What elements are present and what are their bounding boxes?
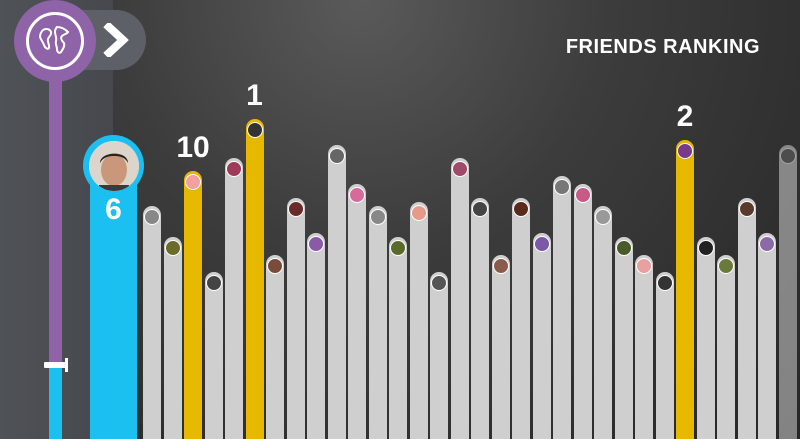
- globe-button[interactable]: [14, 0, 96, 82]
- friend-rank-label: 1: [246, 79, 263, 112]
- friend-bar[interactable]: [512, 198, 530, 439]
- friend-avatar: [533, 236, 550, 252]
- friend-avatar: [205, 275, 222, 291]
- player-avatar[interactable]: [83, 135, 144, 196]
- friend-avatar: [369, 209, 386, 225]
- friend-avatar: [492, 258, 509, 274]
- friend-avatar: [656, 275, 673, 291]
- friend-avatar: [554, 179, 570, 195]
- friend-bar[interactable]: [778, 145, 797, 439]
- friend-avatar: [697, 240, 714, 256]
- friend-bar[interactable]: [266, 255, 284, 439]
- friend-avatar: [472, 201, 488, 217]
- friend-avatar: [677, 143, 693, 159]
- friend-bar[interactable]: [614, 237, 633, 439]
- friend-avatar: [513, 201, 529, 217]
- friend-bar[interactable]: [655, 272, 674, 439]
- friend-rank-label: 10: [176, 131, 210, 164]
- friend-bar[interactable]: [389, 237, 407, 439]
- friend-avatar: [636, 258, 652, 274]
- friend-avatar: [759, 236, 775, 252]
- friend-avatar: [431, 275, 447, 291]
- friend-avatar: [226, 161, 242, 177]
- friend-avatar: [595, 209, 611, 225]
- friend-bar[interactable]: [204, 272, 223, 439]
- friend-avatar: [718, 258, 734, 274]
- chevron-right-icon: [103, 23, 129, 57]
- friend-avatar: [349, 187, 365, 203]
- friend-avatar: [615, 240, 632, 256]
- friend-avatar: [779, 148, 796, 164]
- friend-bar[interactable]: [594, 206, 612, 439]
- friend-bar[interactable]: [286, 198, 305, 439]
- player-photo: [88, 140, 139, 191]
- friend-avatar: [390, 240, 406, 256]
- friend-avatar: [328, 148, 345, 164]
- friend-bar-top[interactable]: [184, 171, 202, 439]
- friend-avatar: [164, 240, 181, 256]
- globe-icon: [26, 12, 84, 70]
- friend-bar[interactable]: [737, 198, 756, 439]
- friend-avatar: [185, 174, 201, 190]
- friend-bar[interactable]: [307, 233, 325, 439]
- friend-avatar: [308, 236, 324, 252]
- friend-bar[interactable]: [717, 255, 735, 439]
- friend-bar[interactable]: [573, 184, 592, 439]
- friend-bar[interactable]: [450, 158, 469, 439]
- friend-avatar: [287, 201, 304, 217]
- friend-avatar: [267, 258, 283, 274]
- friend-bar-top[interactable]: [245, 119, 264, 439]
- friend-bar[interactable]: [430, 272, 448, 439]
- friend-avatar: [738, 201, 755, 217]
- friend-bar[interactable]: [696, 237, 715, 439]
- friend-bar[interactable]: [327, 145, 346, 439]
- progress-marker[interactable]: [44, 358, 68, 372]
- friend-avatar: [144, 209, 160, 225]
- friend-bar[interactable]: [553, 176, 571, 439]
- friend-bar[interactable]: [348, 184, 366, 439]
- friend-bar[interactable]: [758, 233, 776, 439]
- friend-bar[interactable]: [225, 158, 243, 439]
- player-rank-label: 6: [105, 193, 122, 226]
- friend-bar[interactable]: [532, 233, 551, 439]
- friend-bar[interactable]: [368, 206, 387, 439]
- friend-bar[interactable]: [143, 206, 161, 439]
- friend-bar[interactable]: [471, 198, 489, 439]
- friend-avatar: [451, 161, 468, 177]
- friend-rank-label: 2: [676, 100, 694, 133]
- friend-avatar: [574, 187, 591, 203]
- friend-bar[interactable]: [163, 237, 182, 439]
- friend-bar[interactable]: [409, 202, 428, 439]
- progress-fill: [49, 367, 62, 439]
- page-title: FRIENDS RANKING: [565, 36, 760, 58]
- friend-bar[interactable]: [635, 255, 653, 439]
- friend-bar-top[interactable]: [676, 140, 694, 439]
- friend-bar[interactable]: [491, 255, 510, 439]
- friend-avatar: [246, 122, 263, 138]
- friend-avatar: [410, 205, 427, 221]
- progress-track: [49, 70, 62, 439]
